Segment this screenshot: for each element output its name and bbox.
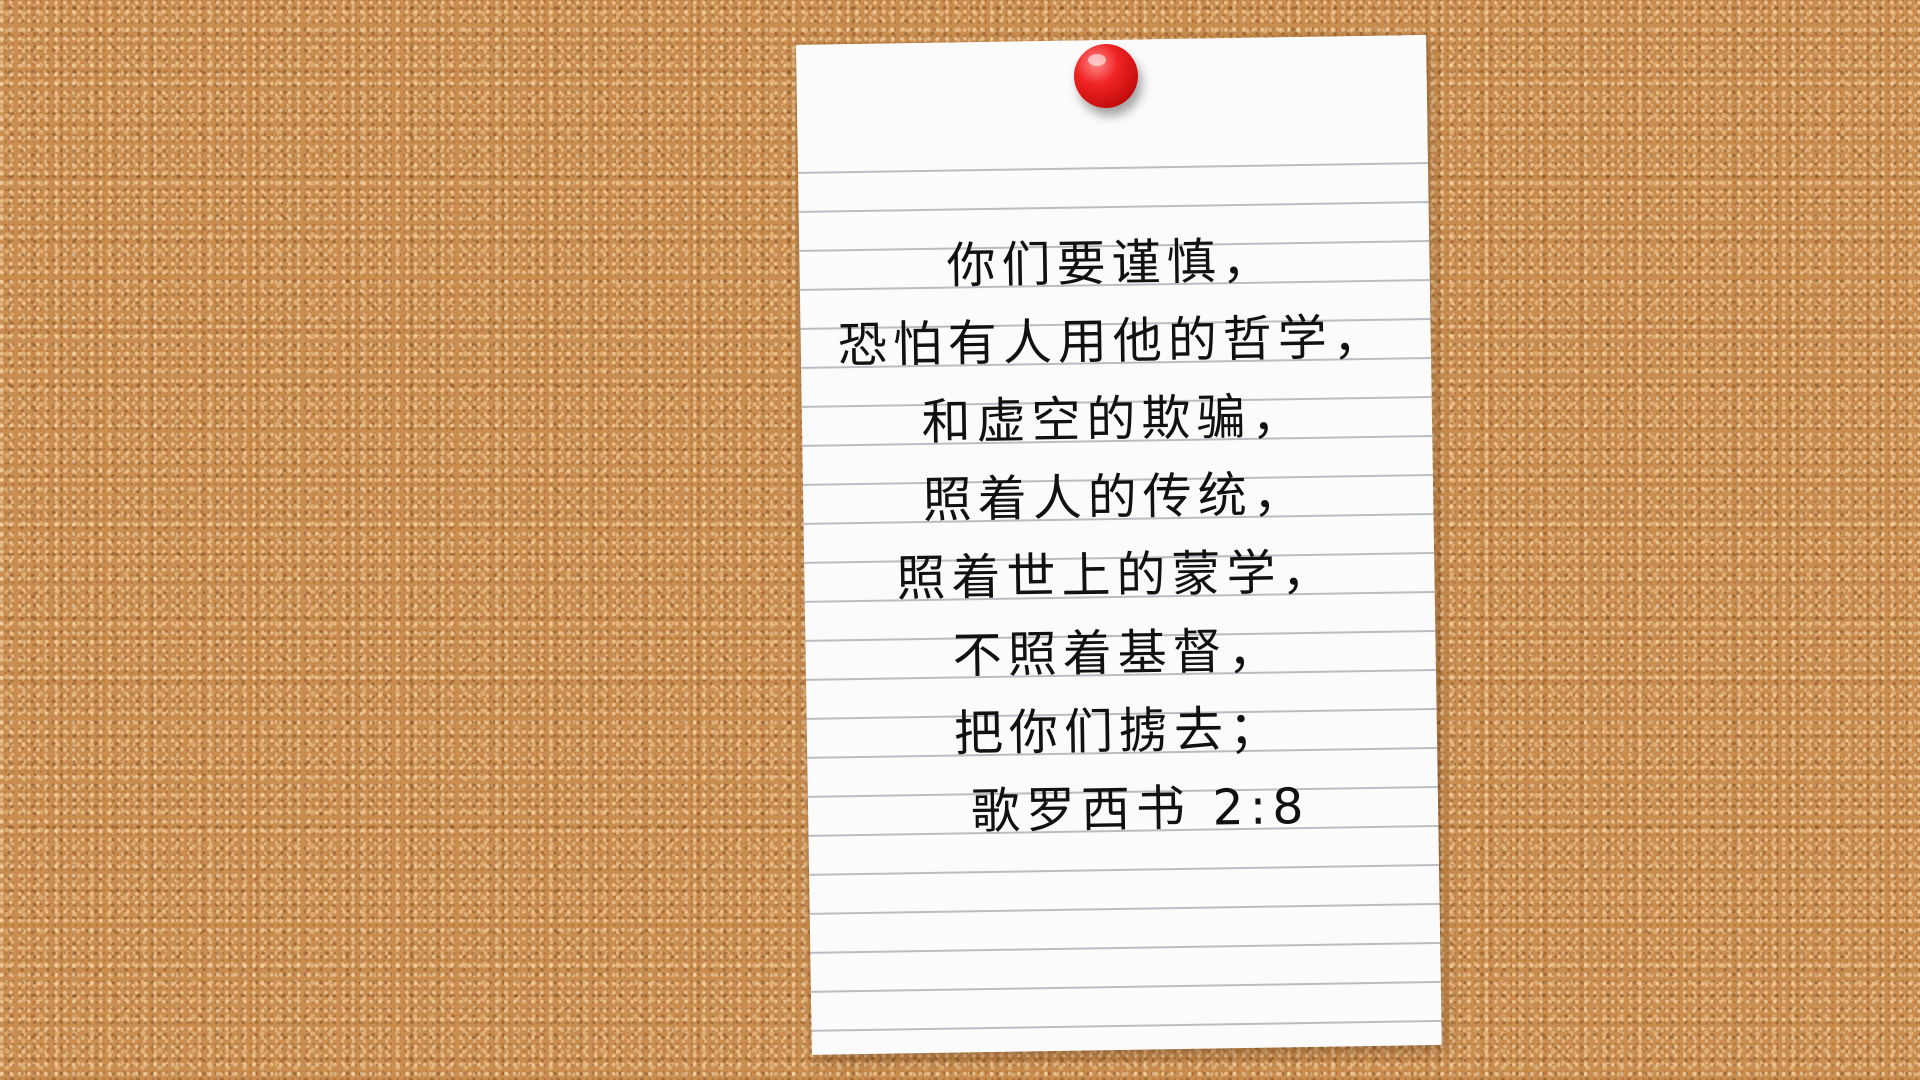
verse-line-6: 不照着基督， (952, 622, 1284, 685)
pushpin-highlight (1088, 54, 1106, 66)
verse-line-3: 和虚空的欺骗， (921, 387, 1307, 451)
verse-line-2: 恐怕有人用他的哲学， (837, 308, 1389, 375)
verse-line-1: 你们要谨慎， (946, 232, 1278, 295)
verse-reference: 歌罗西书 2:8 (970, 777, 1310, 841)
red-pushpin-icon (1074, 44, 1138, 108)
verse-text: 你们要谨慎， 恐怕有人用他的哲学， 和虚空的欺骗， 照着人的传统， 照着世上的蒙… (796, 220, 1436, 854)
verse-line-5: 照着世上的蒙学， (896, 543, 1337, 608)
verse-line-7: 把你们掳去； (953, 700, 1285, 763)
verse-line-4: 照着人的传统， (922, 465, 1309, 529)
